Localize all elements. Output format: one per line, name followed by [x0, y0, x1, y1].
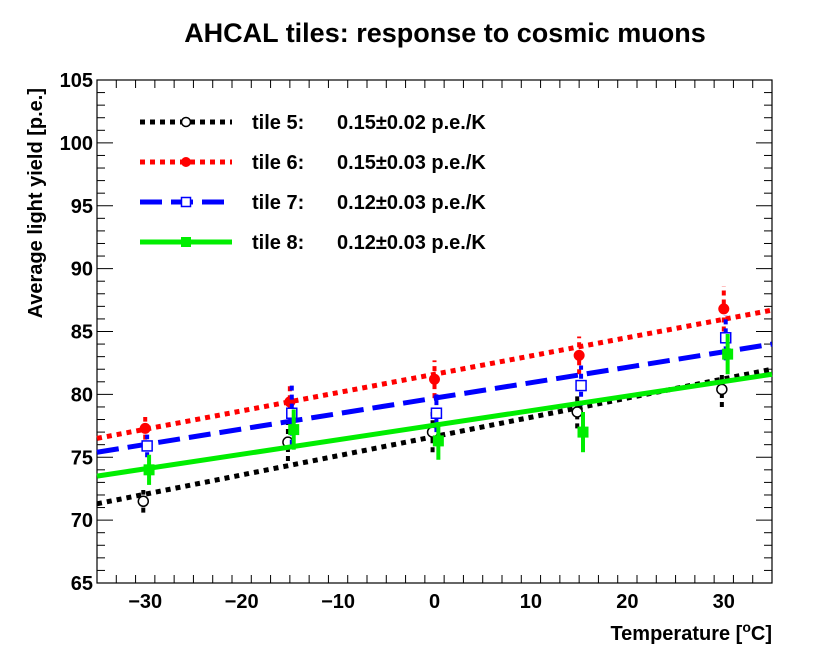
y-tick-label: 65	[71, 573, 93, 595]
legend-label: tile 8:	[252, 232, 304, 254]
x-tick-label: 0	[429, 591, 440, 613]
legend-entry: tile 6: 0.15±0.03 p.e./K	[140, 152, 486, 174]
marker-open-circle	[137, 495, 150, 508]
marker-filled-circle	[573, 349, 585, 361]
marker-open-square	[575, 379, 587, 392]
marker-filled-square	[143, 464, 155, 476]
fit-line	[96, 341, 773, 455]
x-axis-label: Temperature [oC]	[610, 619, 772, 645]
legend-entry: tile 7: 0.12±0.03 p.e./K	[140, 192, 486, 214]
marker-open-circle	[180, 116, 192, 128]
legend-fit-value: 0.15±0.02 p.e./K	[337, 112, 486, 134]
y-tick-label: 100	[60, 133, 93, 155]
y-tick-label: 105	[60, 70, 93, 92]
x-tick-label: −30	[128, 591, 162, 613]
series-8	[96, 334, 773, 485]
legend: tile 5: 0.15±0.02 p.e./K tile 6: 0.15±0.03 …	[140, 112, 486, 254]
y-tick-label: 95	[71, 196, 93, 218]
chart-title: AHCAL tiles: response to cosmic muons	[184, 18, 706, 48]
series-layer	[96, 286, 773, 513]
y-axis-ticks: 65 70 75 80 85 90 95 100 105	[60, 70, 772, 595]
x-axis-label-unit: C]	[751, 623, 772, 645]
marker-filled-circle	[429, 373, 440, 385]
fit-line	[96, 371, 773, 479]
x-tick-label: 20	[616, 591, 638, 613]
x-tick-label: −20	[225, 591, 259, 613]
y-tick-label: 90	[71, 259, 93, 281]
degree-superscript: o	[742, 619, 751, 635]
marker-filled-square	[577, 426, 589, 438]
legend-label: tile 5:	[252, 112, 304, 134]
y-tick-label: 70	[71, 510, 93, 532]
marker-filled-square	[288, 424, 300, 436]
marker-open-square	[180, 196, 192, 208]
x-tick-label: 30	[713, 591, 735, 613]
legend-fit-value: 0.15±0.03 p.e./K	[337, 152, 486, 174]
marker-open-circle	[716, 383, 728, 396]
marker-filled-circle	[139, 422, 151, 434]
x-tick-label: 10	[520, 591, 542, 613]
y-axis-label: Average light yield [p.e.]	[25, 88, 47, 318]
marker-open-circle	[571, 406, 583, 418]
marker-filled-circle	[181, 157, 191, 167]
x-axis-ticks: −30 −20 −10 0 10 20 30	[96, 80, 773, 613]
series-6	[96, 286, 773, 441]
marker-filled-square	[432, 435, 444, 447]
legend-fit-value: 0.12±0.03 p.e./K	[337, 192, 486, 214]
marker-filled-circle	[718, 303, 730, 315]
marker-filled-square	[722, 348, 734, 360]
x-tick-label: −10	[321, 591, 355, 613]
marker-open-square	[430, 407, 443, 419]
y-tick-label: 80	[71, 384, 93, 406]
legend-label: tile 6:	[252, 152, 304, 174]
y-tick-label: 85	[71, 322, 93, 344]
marker-open-square	[141, 440, 153, 452]
legend-entry: tile 8: 0.12±0.03 p.e./K	[140, 232, 486, 254]
legend-fit-value: 0.12±0.03 p.e./K	[337, 232, 486, 254]
y-tick-label: 75	[71, 447, 93, 469]
marker-filled-square	[181, 237, 191, 247]
legend-label: tile 7:	[252, 192, 304, 214]
legend-entry: tile 5: 0.15±0.02 p.e./K	[140, 112, 486, 134]
